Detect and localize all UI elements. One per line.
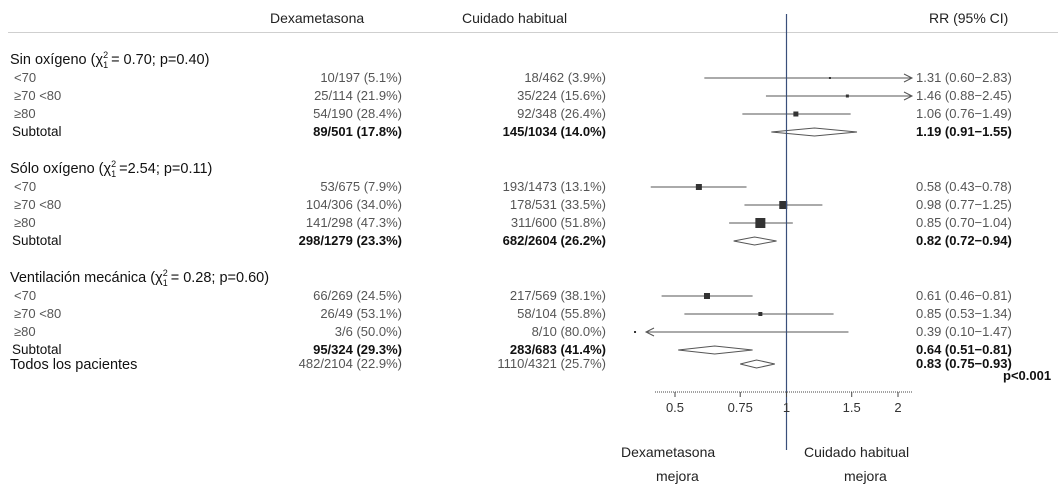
treatment-value: 66/269 (24.5%) bbox=[313, 288, 402, 303]
row-label: ≥70 <80 bbox=[14, 88, 62, 103]
group-statistic: = 0.70; p=0.40) bbox=[111, 52, 210, 68]
subtotal-treatment: 298/1279 (23.3%) bbox=[298, 233, 402, 248]
group-statistic: = 0.28; p=0.60) bbox=[170, 270, 270, 286]
row-label: ≥70 <80 bbox=[14, 306, 62, 321]
subtotal-diamond bbox=[678, 345, 753, 355]
ci-row-marker bbox=[779, 201, 788, 209]
row-label: ≥80 bbox=[14, 215, 36, 230]
ci-row-marker bbox=[634, 331, 637, 333]
overall-diamond bbox=[740, 359, 775, 369]
group-title: Ventilación mecánica (χ 2 1 = 0.28; p=0.60) bbox=[10, 268, 270, 289]
rr-value: 0.85 (0.70−1.04) bbox=[916, 215, 1012, 230]
subtotal-control: 283/683 (41.4%) bbox=[509, 342, 606, 357]
overall-treatment: 482/2104 (22.9%) bbox=[298, 356, 402, 371]
control-value: 193/1473 (13.1%) bbox=[502, 179, 606, 194]
subtotal-control: 145/1034 (14.0%) bbox=[502, 124, 606, 139]
subtotal-label: Subtotal bbox=[12, 233, 62, 248]
ci-row-marker bbox=[758, 312, 763, 316]
x-tick-label: 1.5 bbox=[843, 400, 861, 415]
group-title: Sólo oxígeno (χ 2 1 =2.54; p=0.11) bbox=[10, 159, 213, 180]
rr-value: 0.58 (0.43−0.78) bbox=[916, 179, 1012, 194]
row-label: ≥80 bbox=[14, 106, 36, 121]
subtotal-diamond bbox=[771, 127, 858, 137]
ci-row-arrow-right bbox=[903, 91, 914, 101]
x-tick-label: 0.5 bbox=[666, 400, 684, 415]
rr-value: 1.46 (0.88−2.45) bbox=[916, 88, 1012, 103]
control-value: 35/224 (15.6%) bbox=[517, 88, 606, 103]
subtotal-label: Subtotal bbox=[12, 124, 62, 139]
subtotal-rr: 1.19 (0.91−1.55) bbox=[916, 124, 1012, 139]
header-cuidado-habitual: Cuidado habitual bbox=[462, 10, 568, 26]
ci-row-arrow-left bbox=[644, 327, 655, 337]
treatment-value: 25/114 (21.9%) bbox=[314, 88, 402, 103]
treatment-value: 141/298 (47.3%) bbox=[305, 215, 402, 230]
treatment-value: 54/190 (28.4%) bbox=[313, 106, 402, 121]
x-tick-label: 1 bbox=[783, 400, 790, 415]
ci-row-marker bbox=[828, 77, 831, 79]
subtotal-rr: 0.82 (0.72−0.94) bbox=[916, 233, 1012, 248]
rr-value: 1.06 (0.76−1.49) bbox=[916, 106, 1012, 121]
row-label: <70 bbox=[14, 179, 37, 194]
ci-row-marker bbox=[695, 184, 702, 190]
control-value: 92/348 (26.4%) bbox=[517, 106, 606, 121]
overall-label: Todos los pacientes bbox=[10, 357, 138, 373]
treatment-value: 26/49 (53.1%) bbox=[320, 306, 402, 321]
row-label: ≥70 <80 bbox=[14, 197, 62, 212]
subtotal-diamond bbox=[733, 236, 777, 246]
ci-row-marker bbox=[703, 293, 710, 299]
control-value: 217/569 (38.1%) bbox=[509, 288, 606, 303]
subtotal-control: 682/2604 (26.2%) bbox=[502, 233, 606, 248]
control-value: 178/531 (33.5%) bbox=[509, 197, 606, 212]
ci-row-marker bbox=[793, 111, 799, 117]
direction-right-line2: mejora bbox=[844, 468, 887, 484]
subtotal-label: Subtotal bbox=[12, 342, 62, 357]
rr-value: 1.31 (0.60−2.83) bbox=[916, 70, 1012, 85]
treatment-value: 10/197 (5.1%) bbox=[320, 70, 402, 85]
ci-row-arrow-right bbox=[903, 73, 914, 83]
overall-p: p<0.001 bbox=[1003, 368, 1052, 383]
treatment-value: 3/6 (50.0%) bbox=[334, 324, 402, 339]
rr-value: 0.61 (0.46−0.81) bbox=[916, 288, 1012, 303]
control-value: 18/462 (3.9%) bbox=[524, 70, 606, 85]
group-title: Sin oxígeno (χ 2 1 = 0.70; p=0.40) bbox=[10, 50, 210, 71]
subtotal-treatment: 95/324 (29.3%) bbox=[313, 342, 402, 357]
direction-left-line2: mejora bbox=[656, 468, 699, 484]
subtotal-rr: 0.64 (0.51−0.81) bbox=[916, 342, 1012, 357]
ci-row-marker bbox=[845, 94, 849, 98]
rr-value: 0.85 (0.53−1.34) bbox=[916, 306, 1012, 321]
control-value: 8/10 (80.0%) bbox=[531, 324, 606, 339]
header-separator bbox=[8, 32, 1058, 33]
ci-row-marker bbox=[755, 218, 766, 228]
x-tick-label: 2 bbox=[894, 400, 901, 415]
row-label: <70 bbox=[14, 288, 37, 303]
group-statistic: =2.54; p=0.11) bbox=[119, 161, 213, 177]
x-tick-label: 0.75 bbox=[728, 400, 753, 415]
direction-right-line1: Cuidado habitual bbox=[804, 444, 910, 460]
row-label: <70 bbox=[14, 70, 37, 85]
header-dexametasona: Dexametasona bbox=[270, 10, 365, 26]
control-value: 311/600 (51.8%) bbox=[510, 215, 606, 230]
overall-rr: 0.83 (0.75−0.93) bbox=[916, 356, 1012, 371]
direction-left-line1: Dexametasona bbox=[621, 444, 716, 460]
rr-value: 0.39 (0.10−1.47) bbox=[916, 324, 1012, 339]
overall-control: 1110/4321 (25.7%) bbox=[497, 356, 606, 371]
subtotal-treatment: 89/501 (17.8%) bbox=[313, 124, 402, 139]
header-rr: RR (95% CI) bbox=[929, 10, 1009, 26]
row-label: ≥80 bbox=[14, 324, 36, 339]
treatment-value: 53/675 (7.9%) bbox=[320, 179, 402, 194]
treatment-value: 104/306 (34.0%) bbox=[305, 197, 402, 212]
rr-value: 0.98 (0.77−1.25) bbox=[916, 197, 1012, 212]
control-value: 58/104 (55.8%) bbox=[517, 306, 606, 321]
